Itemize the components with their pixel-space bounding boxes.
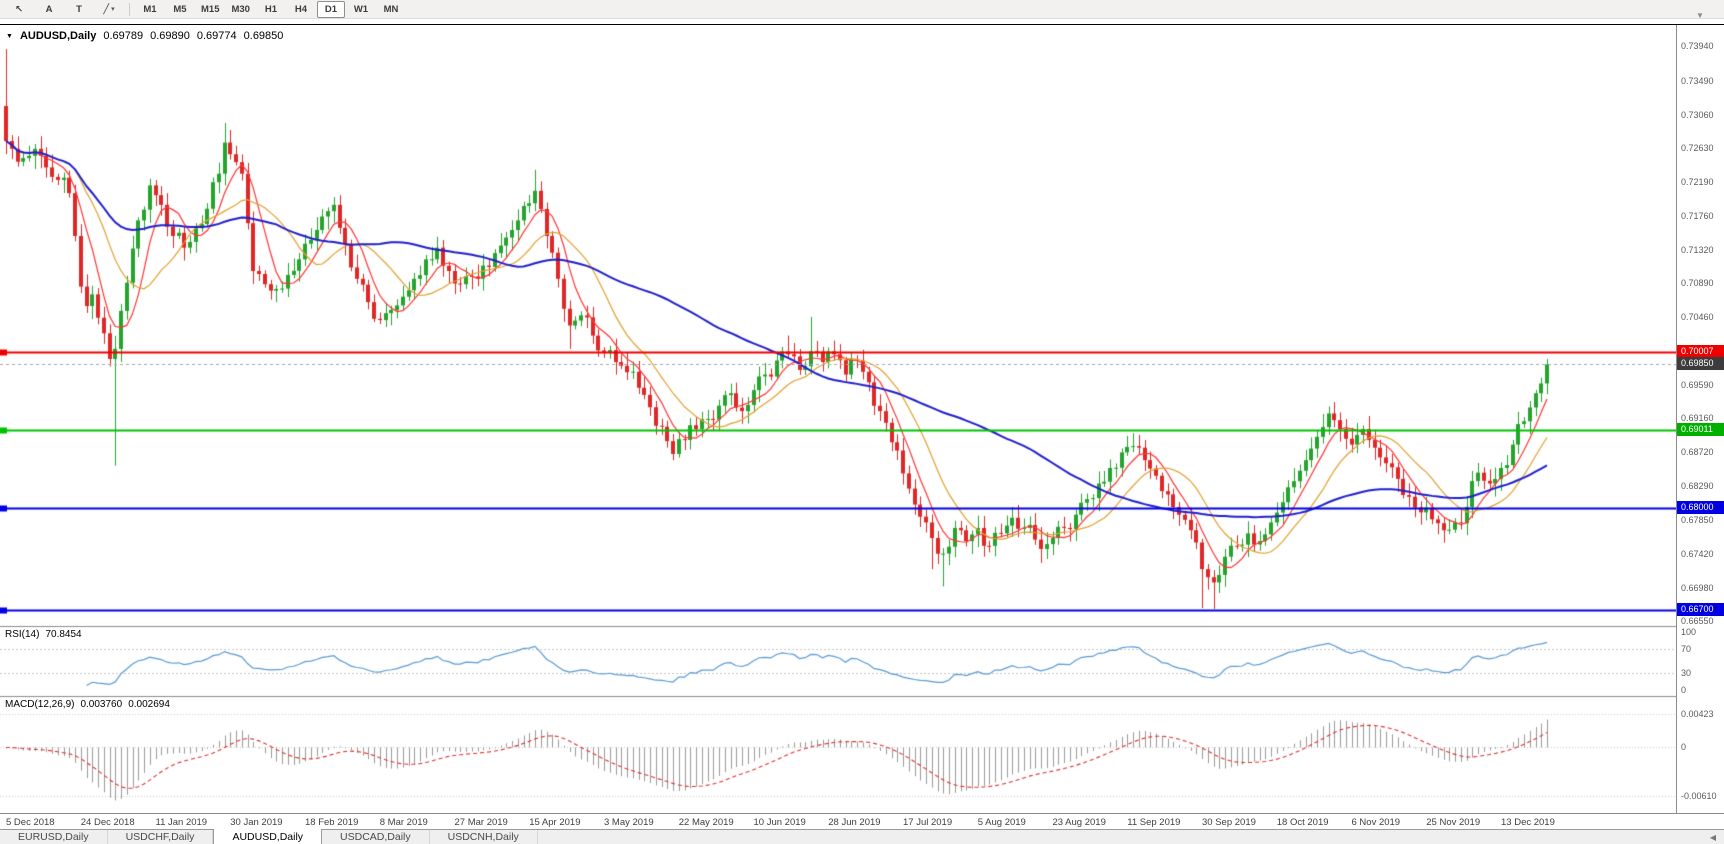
date-axis[interactable]: 5 Dec 2018 24 Dec 2018 11 Jan 2019 30 Jan 2… [0,813,1724,829]
date-tick-label: 15 Apr 2019 [529,817,581,828]
price-tick-label: 0.66550 [1681,616,1714,627]
draw-tools-button[interactable]: ╱ ▾ [103,3,115,15]
rsi-tick-label: 100 [1681,627,1697,637]
rsi-tick-label: 0 [1681,685,1687,695]
macd-tick-label: 0.00423 [1681,708,1714,719]
date-tick-label: 5 Dec 2018 [6,817,55,828]
price-tick-label: 0.67850 [1681,515,1714,526]
timeframe-m15-button[interactable]: M15 [201,3,220,15]
text-label-tool-button[interactable]: A [45,3,53,15]
date-tick-label: 22 May 2019 [678,817,734,828]
date-tick-label: 5 Aug 2019 [977,817,1026,828]
date-tick-label: 17 Jul 2019 [903,817,953,828]
chart-window: ▼ AUDUSD,Daily 0.69789 0.69890 0.69774 0… [0,24,1724,814]
timeframe-w1-button[interactable]: W1 [353,3,369,15]
date-tick-label: 11 Sep 2019 [1127,817,1181,828]
price-tick-label: 0.71760 [1681,210,1714,221]
tab-scroll-left-icon[interactable]: ◀ [1709,832,1716,842]
date-tick-label: 30 Sep 2019 [1202,817,1256,828]
timeframe-m5-button[interactable]: M5 [173,3,187,15]
chart-symbol-period: AUDUSD,Daily [19,30,97,42]
price-level-badge: 0.69850 [1677,357,1724,371]
price-tick-label: 0.69590 [1681,379,1714,390]
cursor-tool-button[interactable]: ↖ [15,3,23,15]
price-axis[interactable]: 0.73940 0.73490 0.73060 0.72630 0.72190 0.717… [1676,25,1724,814]
price-tick-label: 0.70460 [1681,311,1714,322]
tab-audusd[interactable]: AUDUSD,Daily [213,829,323,844]
chart-title: ▼ AUDUSD,Daily 0.69789 0.69890 0.69774 0… [6,30,283,42]
price-level-badge: 0.68000 [1677,501,1724,515]
symbol-tab-bar: EURUSD,Daily USDCHF,Daily AUDUSD,Daily USDC… [0,829,1724,844]
quote-high: 0.69890 [150,30,190,42]
top-toolbar: ↖ A T ╱ ▾ M1 M5 M15 M30 H1 H4 D1 W1 MN [0,0,1724,19]
date-tick-label: 3 May 2019 [604,817,654,828]
date-tick-label: 8 Mar 2019 [379,817,428,828]
date-tick-label: 24 Dec 2018 [80,817,135,828]
tab-usdcnh[interactable]: USDCNH,Daily [430,830,538,844]
timeframe-m1-button[interactable]: M1 [143,3,157,15]
date-tick-label: 23 Aug 2019 [1052,817,1106,828]
quote-open: 0.69789 [103,30,144,42]
price-tick-label: 0.68720 [1681,447,1714,458]
tab-eurusd[interactable]: EURUSD,Daily [0,830,108,844]
rsi-value: 70.8454 [45,629,82,640]
date-tick-label: 13 Dec 2019 [1501,817,1555,828]
price-level-badge: 0.70007 [1677,345,1724,359]
date-tick-label: 18 Feb 2019 [305,817,359,828]
quote-low: 0.69774 [196,30,237,42]
macd-signal-value: 0.002694 [128,699,170,710]
date-tick-label: 25 Nov 2019 [1426,817,1481,828]
tab-usdchf[interactable]: USDCHF,Daily [108,830,214,844]
price-tick-label: 0.73490 [1681,76,1714,87]
timeframe-d1-button[interactable]: D1 [316,0,345,18]
price-tick-label: 0.73940 [1681,41,1714,52]
price-tick-label: 0.67420 [1681,548,1714,559]
timeframe-h4-button[interactable]: H4 [294,3,308,15]
price-tick-label: 0.68290 [1681,480,1714,491]
macd-tick-label: 0 [1681,742,1687,753]
rsi-tick-label: 30 [1681,667,1692,678]
price-tick-label: 0.71320 [1681,244,1714,255]
price-level-badge: 0.66700 [1677,602,1724,616]
macd-value: 0.003760 [80,699,123,710]
toolbar-separator [129,2,130,16]
chart-shift-marker[interactable]: ▼ [1696,11,1704,20]
text-tool-button[interactable]: T [76,3,82,15]
price-level-badge: 0.69011 [1677,422,1724,436]
date-tick-label: 28 Jun 2019 [828,817,881,828]
timeframe-mn-button[interactable]: MN [383,3,399,15]
date-tick-label: 27 Mar 2019 [454,817,508,828]
price-tick-label: 0.73060 [1681,109,1714,120]
price-tick-label: 0.70890 [1681,278,1714,289]
date-tick-label: 6 Nov 2019 [1351,817,1401,828]
macd-tick-label: -0.00610 [1681,791,1717,802]
rsi-name: RSI(14) [5,629,40,640]
rsi-indicator-label: RSI(14) 70.8454 [5,629,82,640]
date-tick-label: 11 Jan 2019 [155,817,208,828]
timeframe-m30-button[interactable]: M30 [231,3,250,15]
timeframe-h1-button[interactable]: H1 [264,3,278,15]
macd-name: MACD(12,26,9) [5,699,75,710]
macd-indicator-label: MACD(12,26,9) 0.003760 0.002694 [5,699,170,710]
series-marker-icon: ▼ [6,33,13,40]
chevron-down-icon: ▾ [111,6,115,13]
rsi-tick-label: 70 [1681,644,1692,655]
quote-close: 0.69850 [243,30,284,42]
price-tick-label: 0.72190 [1681,177,1714,188]
price-tick-label: 0.69160 [1681,413,1714,424]
price-tick-label: 0.66980 [1681,582,1714,593]
date-tick-label: 18 Oct 2019 [1276,817,1329,828]
date-tick-label: 30 Jan 2019 [230,817,283,828]
date-tick-label: 10 Jun 2019 [753,817,806,828]
tab-usdcad[interactable]: USDCAD,Daily [322,830,430,844]
price-tick-label: 0.72630 [1681,143,1714,153]
price-chart-canvas[interactable] [0,25,1676,814]
